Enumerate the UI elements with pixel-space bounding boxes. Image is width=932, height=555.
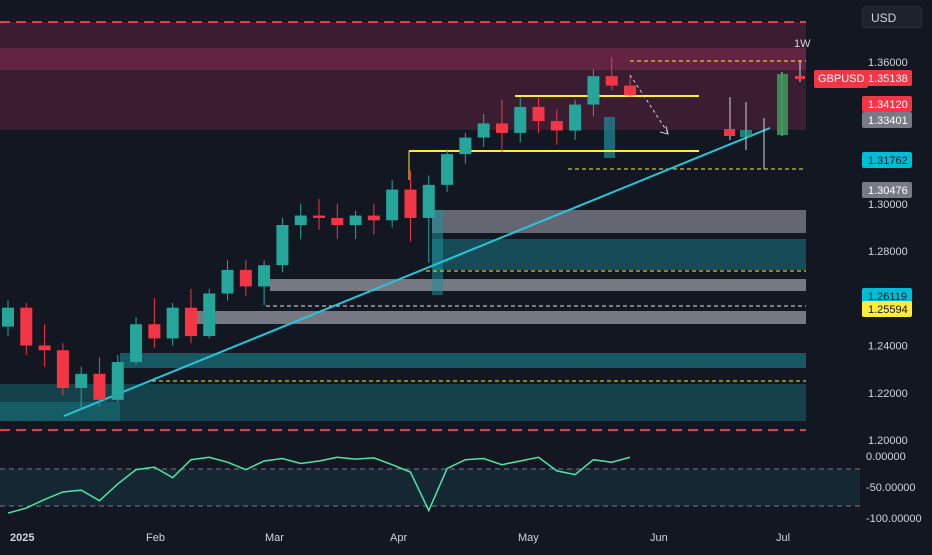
price-label-box: [862, 301, 912, 317]
candle: [203, 293, 216, 337]
candle: [495, 123, 508, 133]
time-tick-label: Jun: [650, 532, 668, 544]
rsi-tick-label: -50.00000: [866, 482, 916, 494]
candle: [20, 307, 33, 346]
candle: [313, 215, 325, 218]
rsi-tick-label: -100.00000: [866, 513, 922, 525]
candle: [38, 345, 51, 351]
price-tick-label: 1.24000: [868, 341, 908, 353]
candle: [569, 104, 582, 131]
weekly-candle: [740, 130, 752, 137]
gray-zone: [432, 210, 806, 233]
candle: [221, 269, 234, 294]
trend-line[interactable]: [63, 127, 771, 417]
rsi-line: [7, 456, 631, 514]
candle: [441, 154, 454, 185]
projection-arrowhead: [659, 125, 669, 135]
price-label-box: [862, 112, 912, 128]
price-tick-label: 1.30000: [868, 199, 908, 211]
price-tick-label: 1.28000: [868, 246, 908, 258]
candle: [514, 106, 527, 133]
time-tick-label: Mar: [265, 532, 284, 544]
candle: [331, 217, 344, 226]
price-label-text: 1.31762: [868, 155, 908, 167]
rsi-pane: [0, 469, 860, 506]
candle: [148, 324, 161, 339]
candle: [166, 307, 179, 339]
candle: [349, 215, 362, 226]
gray-zone: [270, 279, 806, 291]
rsi-axis: 0.00000 -50.00000 -100.00000: [866, 451, 922, 525]
candle: [239, 269, 252, 287]
candle: [367, 215, 380, 221]
time-tick-label: 2025: [10, 532, 34, 544]
time-axis: 2025 Feb Mar Apr May Jun Jul: [10, 532, 790, 544]
price-label-box: [862, 96, 912, 112]
price-tick-label: 1.36000: [868, 57, 908, 69]
candle: [56, 350, 69, 389]
price-label-text: 1.26119: [868, 291, 907, 303]
candle: [404, 189, 417, 218]
price-label-box: [862, 182, 912, 198]
candle: [2, 307, 14, 327]
candle: [75, 373, 88, 389]
candle: [550, 121, 563, 131]
price-label-text: 1.35138: [868, 73, 908, 85]
premium-zone-core: [0, 48, 806, 70]
timeframe-label: 1W: [794, 38, 811, 50]
time-tick-label: Jul: [776, 532, 790, 544]
candle: [459, 137, 472, 155]
price-label-text: 1.25594: [868, 304, 908, 316]
premium-zone: [0, 22, 806, 130]
price-label-text: 1.34120: [868, 99, 908, 111]
candle: [294, 215, 307, 226]
candle: [276, 225, 289, 266]
candle: [477, 123, 490, 138]
candle: [130, 324, 143, 363]
rsi-tick-label: 0.00000: [866, 451, 906, 463]
currency-button[interactable]: USD: [862, 6, 922, 28]
teal-zone: [0, 384, 806, 421]
price-label-group: 1.35138 1.34120 1.33401 1.31762 1.30476 1.261…: [862, 70, 912, 317]
candle: [532, 106, 545, 122]
teal-order-block: [604, 117, 615, 158]
candle: [587, 76, 600, 105]
price-label-box: [862, 288, 912, 304]
symbol-tag: GBPUSD: [814, 70, 869, 88]
price-label-text: 1.30476: [868, 185, 908, 197]
teal-zone: [120, 353, 806, 368]
time-tick-label: May: [518, 532, 539, 544]
candle: [258, 265, 271, 287]
candle: [422, 184, 435, 218]
candle: [184, 307, 197, 337]
projection-arrow: [629, 74, 669, 134]
candle: [624, 85, 636, 96]
price-label-box: [862, 152, 912, 168]
teal-order-block: [432, 210, 443, 295]
price-label-text: 1.33401: [868, 115, 908, 127]
time-tick-label: Apr: [390, 532, 407, 544]
candle: [386, 189, 399, 221]
candle: [111, 362, 124, 400]
price-tick-label: 1.22000: [868, 388, 908, 400]
weekly-candle: [795, 76, 805, 79]
candle-group: [2, 57, 636, 410]
gray-zone: [196, 311, 806, 324]
time-tick-label: Feb: [146, 532, 165, 544]
candle: [605, 76, 618, 86]
teal-zone: [0, 402, 120, 421]
weekly-candle: [777, 74, 788, 135]
teal-zone: [432, 239, 806, 270]
weekly-candle: [724, 129, 735, 136]
candle: [93, 373, 106, 400]
price-tick-label: 1.20000: [868, 435, 908, 447]
price-label-box: [862, 70, 912, 86]
